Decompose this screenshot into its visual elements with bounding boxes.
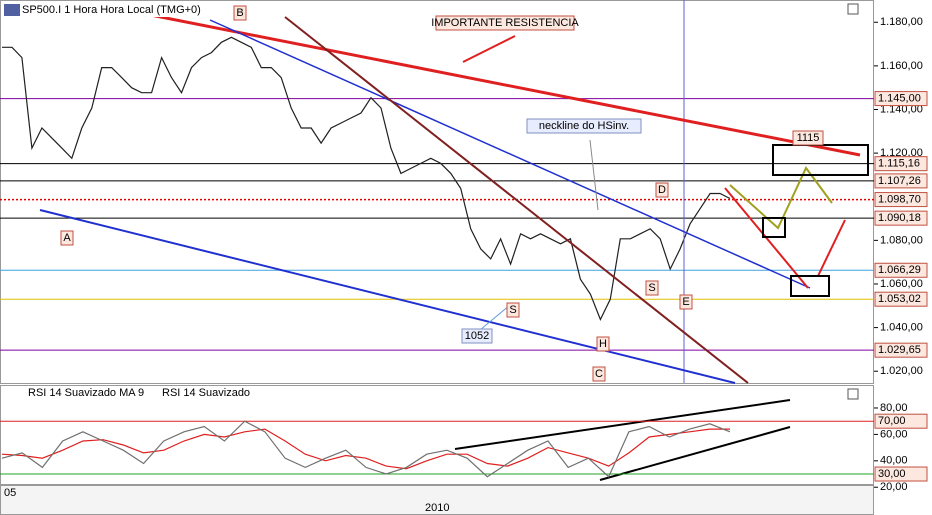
- annotation-box: [233, 5, 247, 21]
- y-tick-label: 1.060,00: [880, 278, 923, 290]
- annotation: 1052: [465, 330, 489, 342]
- annotation-box: [679, 294, 693, 310]
- trend-line: [209, 19, 811, 289]
- window-button[interactable]: [847, 3, 859, 15]
- annotation: B: [236, 7, 243, 19]
- annotation-box: [596, 336, 610, 352]
- window-button[interactable]: [847, 388, 859, 400]
- legend-entry: RSI 14 Suavizado: [162, 387, 250, 399]
- trend-line: [284, 16, 749, 384]
- pointer: [462, 35, 516, 63]
- pointer: [479, 304, 511, 331]
- annotation-box: [461, 328, 493, 344]
- annotation-box: [526, 118, 642, 134]
- chart-title: SP500.I 1 Hora Hora Local (TMG+0): [22, 4, 201, 16]
- rsi-panel: [0, 385, 874, 485]
- y-tick-label: 1.140,00: [880, 103, 923, 115]
- annotation: 1115: [797, 132, 820, 144]
- level-label-bg: [874, 342, 928, 358]
- trend-line: [39, 209, 736, 384]
- level-label: 70,00: [878, 415, 906, 427]
- rsi-trend-line: [454, 399, 791, 450]
- level-label: 1.145,00: [878, 92, 921, 104]
- pointer: [589, 139, 599, 211]
- resistance-line: [99, 3, 861, 157]
- projection: [729, 166, 833, 230]
- target-box: [790, 275, 830, 297]
- level-label: 30,00: [878, 468, 906, 480]
- annotation: A: [63, 232, 71, 244]
- y-tick-label: 1.040,00: [880, 322, 923, 334]
- level-label-bg: [874, 291, 928, 307]
- level-label: 1.115,16: [878, 158, 920, 170]
- annotation-box: [592, 366, 606, 382]
- level-label: 1.107,26: [878, 175, 921, 187]
- annotation: IMPORTANTE RESISTENCIA: [431, 17, 579, 29]
- level-label: 1.090,18: [878, 212, 921, 224]
- x-tick-label: 2010: [425, 502, 449, 514]
- annotation: H: [599, 338, 607, 350]
- y-tick-label: 1.120,00: [880, 147, 923, 159]
- rsi-line: [1, 428, 730, 470]
- y-tick-label: 60,00: [880, 428, 908, 440]
- y-axis-band: [874, 0, 932, 515]
- level-label-bg: [874, 173, 928, 189]
- level-label-bg: [874, 192, 928, 208]
- y-tick-label: 40,00: [880, 455, 908, 467]
- annotation-box: [655, 182, 669, 198]
- rsi-line: [1, 420, 731, 478]
- annotation: C: [595, 368, 603, 380]
- annotation: E: [682, 296, 689, 308]
- legend-entry: RSI 14 Suavizado MA 9: [28, 387, 144, 399]
- x-axis-band: [0, 485, 874, 515]
- level-label-bg: [874, 210, 928, 226]
- price-panel: [0, 0, 874, 384]
- level-label-bg: [874, 466, 928, 482]
- level-label-bg: [874, 91, 928, 107]
- trend-lines: [39, 0, 869, 481]
- y-tick-label: 1.020,00: [880, 365, 923, 377]
- projection: [817, 219, 846, 277]
- price-layer: [0, 36, 874, 351]
- y-tick-label: 80,00: [880, 402, 908, 414]
- annotation: D: [658, 184, 666, 196]
- x-tick-label: 05: [4, 487, 16, 499]
- y-tick-label: 1.160,00: [880, 60, 923, 72]
- y-tick-label: 1.180,00: [880, 16, 923, 28]
- level-label: 1.029,65: [878, 344, 921, 356]
- level-label: 1.098,70: [878, 193, 921, 205]
- annotation-box: [435, 15, 575, 31]
- level-label-bg: [874, 156, 928, 172]
- target-box: [762, 217, 786, 238]
- level-label: 1.066,29: [878, 264, 921, 276]
- annotation: S: [509, 304, 516, 316]
- rsi-layer: [0, 420, 874, 478]
- annotation: neckline do HSinv.: [539, 120, 629, 132]
- annotation-box: [792, 130, 824, 146]
- level-label: 1.053,02: [878, 293, 921, 305]
- y-tick-label: 1.080,00: [880, 234, 923, 246]
- price-line: [2, 36, 731, 321]
- annotation-box: [645, 280, 659, 296]
- cfd-icon: [4, 4, 20, 16]
- annotation-box: [60, 230, 74, 246]
- level-label-bg: [874, 262, 928, 278]
- y-tick-label: 20,00: [880, 481, 908, 493]
- header-bg: [2, 3, 240, 17]
- rsi-trend-line: [599, 426, 791, 481]
- level-label-bg: [874, 413, 928, 429]
- annotation-box: [506, 302, 520, 318]
- annotation: S: [648, 282, 655, 294]
